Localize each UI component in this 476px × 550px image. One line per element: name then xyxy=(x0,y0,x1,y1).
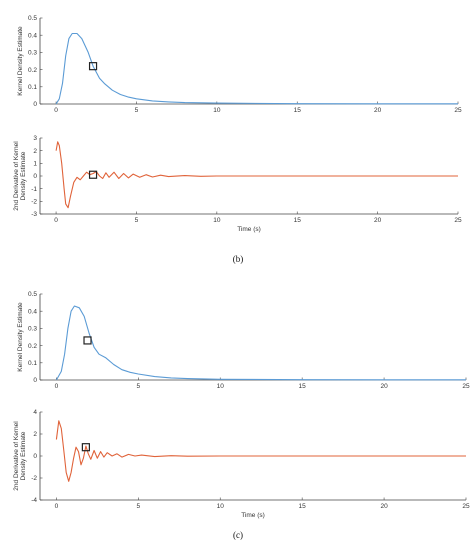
y-tick-label: -2 xyxy=(31,475,37,482)
y-axis-label: Kernel Density Estimate xyxy=(17,302,24,372)
y-tick-label: -1 xyxy=(31,186,37,193)
y-tick-label: 0.3 xyxy=(28,326,37,333)
panel-label-c: (c) xyxy=(233,530,243,540)
y-tick-label: 0 xyxy=(33,173,37,180)
y-tick-label: -4 xyxy=(31,497,37,504)
y-tick-label: 1 xyxy=(33,161,37,168)
highlight-marker xyxy=(81,443,90,452)
x-tick-label: 0 xyxy=(54,107,58,114)
x-tick-label: 25 xyxy=(454,217,462,224)
x-tick-label: 20 xyxy=(374,217,382,224)
x-tick-label: 10 xyxy=(217,503,225,510)
y-axis-label: 2nd Derivative of Kernel xyxy=(13,141,20,211)
panel-b-bottom-chart: 0 5 10 15 20 25 -3 -2 -1 0 1 2 3 2nd Derivative of Ke… xyxy=(13,135,462,233)
panel-b-top-chart: 0 5 10 15 20 25 0 0.1 0.2 0.3 0.4 0.5 Kernel Density… xyxy=(17,15,462,114)
x-tick-label: 0 xyxy=(55,383,59,390)
x-tick-label: 10 xyxy=(213,107,221,114)
x-tick-label: 15 xyxy=(299,383,307,390)
y-tick-label: 0 xyxy=(33,377,37,384)
x-tick-label: 25 xyxy=(462,383,470,390)
panel-c-bottom-chart: 0 5 10 15 20 25 -4 -2 0 2 4 2nd Derivative of Kerne… xyxy=(13,409,470,519)
panel-c-top-chart: 0 5 10 15 20 25 0 0.1 0.2 0.3 0.4 0.5 Kernel Density… xyxy=(17,291,470,390)
y-tick-label: 3 xyxy=(33,135,37,142)
y-axis-label: Density Estimate xyxy=(20,151,27,200)
x-tick-label: 5 xyxy=(135,217,139,224)
y-tick-label: 2 xyxy=(33,431,37,438)
y-tick-label: 0.5 xyxy=(28,291,37,298)
x-tick-label: 5 xyxy=(136,503,140,510)
highlight-marker xyxy=(88,170,98,179)
x-tick-label: 10 xyxy=(213,217,221,224)
x-tick-label: 25 xyxy=(454,107,462,114)
y-tick-label: 0.3 xyxy=(28,50,37,57)
x-axis-label: Time (s) xyxy=(237,226,261,233)
x-axis-label: Time (s) xyxy=(241,512,265,519)
x-tick-label: 15 xyxy=(299,503,307,510)
series-line xyxy=(55,305,466,381)
y-tick-label: 2 xyxy=(33,148,37,155)
y-tick-label: 0.5 xyxy=(28,15,37,22)
y-tick-label: -3 xyxy=(31,211,37,218)
series-line xyxy=(55,32,458,105)
y-tick-label: 0.1 xyxy=(28,84,37,91)
series-line xyxy=(55,141,458,209)
y-tick-label: 0.4 xyxy=(28,308,37,315)
x-tick-label: 15 xyxy=(294,107,302,114)
x-tick-label: 20 xyxy=(374,107,382,114)
y-tick-label: 0.2 xyxy=(28,67,37,74)
x-tick-label: 10 xyxy=(217,383,225,390)
y-axis-label: 2nd Derivative of Kernel xyxy=(13,421,20,491)
y-tick-label: 4 xyxy=(33,409,37,416)
x-tick-label: 0 xyxy=(55,503,59,510)
y-tick-label: 0 xyxy=(33,101,37,108)
x-tick-label: 15 xyxy=(294,217,302,224)
y-tick-label: 0 xyxy=(33,453,37,460)
series-line xyxy=(55,420,466,482)
x-tick-label: 25 xyxy=(462,503,470,510)
x-tick-label: 20 xyxy=(380,383,388,390)
y-tick-label: 0.2 xyxy=(28,343,37,350)
x-tick-label: 20 xyxy=(380,503,388,510)
highlight-marker xyxy=(83,336,92,345)
x-tick-label: 5 xyxy=(135,107,139,114)
y-axis-label: Kernel Density Estimate xyxy=(17,26,24,96)
y-tick-label: 0.4 xyxy=(28,32,37,39)
y-tick-label: -2 xyxy=(31,199,37,206)
y-tick-label: 0.1 xyxy=(28,360,37,367)
x-tick-label: 0 xyxy=(54,217,58,224)
panel-label-b: (b) xyxy=(233,254,244,264)
y-axis-label: Density Estimate xyxy=(20,431,27,480)
highlight-marker xyxy=(88,62,98,71)
x-tick-label: 5 xyxy=(136,383,140,390)
